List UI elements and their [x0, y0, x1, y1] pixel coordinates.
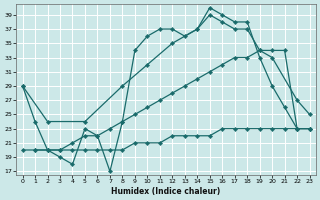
X-axis label: Humidex (Indice chaleur): Humidex (Indice chaleur): [111, 187, 221, 196]
